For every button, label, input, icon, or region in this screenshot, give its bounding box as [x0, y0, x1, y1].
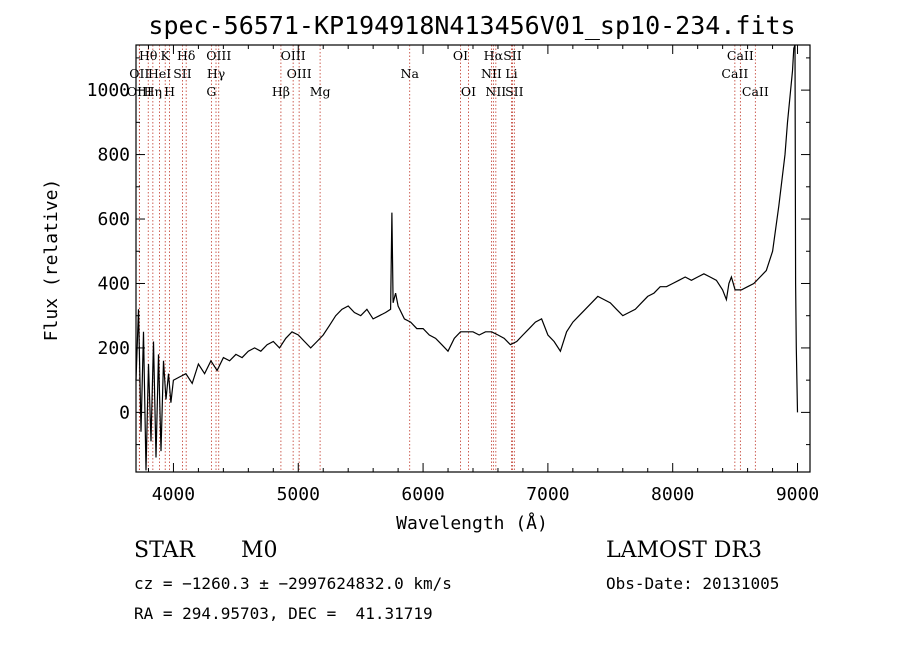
plot-frame — [135, 44, 811, 473]
spectral-line-label: SII — [505, 84, 524, 99]
x-tick-label: 7000 — [526, 484, 569, 505]
spectral-line-markers — [138, 45, 756, 472]
coordinates-readout: RA = 294.95703, DEC = 41.31719 — [134, 604, 433, 623]
spectral-line-label: Hβ — [272, 84, 290, 99]
object-subclass: M0 — [241, 538, 278, 563]
spectral-line-label: CaII — [742, 84, 769, 99]
spectral-line-label: G — [206, 84, 216, 99]
spectral-line-label: OI — [461, 84, 476, 99]
y-tick-label: 200 — [97, 338, 130, 359]
spectral-line-label: Na — [401, 66, 420, 81]
survey-name: LAMOST DR3 — [606, 538, 762, 563]
y-axis-label: Flux (relative) — [41, 179, 62, 342]
spectral-line-label: Hη — [144, 84, 162, 99]
spectral-line-label: Hθ — [139, 48, 157, 63]
y-axis-ticks: 0 200 400 600 800 1000 — [87, 57, 810, 446]
y-tick-label: 1000 — [87, 80, 130, 101]
x-tick-label: 8000 — [651, 484, 694, 505]
x-tick-label: 6000 — [401, 484, 444, 505]
chart-title: spec-56571-KP194918N413456V01_sp10-234.f… — [148, 11, 795, 40]
spectral-line-label: SII — [503, 48, 522, 63]
y-tick-label: 600 — [97, 209, 130, 230]
x-tick-label: 4000 — [152, 484, 195, 505]
y-tick-label: 800 — [97, 145, 130, 166]
spectral-line-label: NII — [481, 66, 502, 81]
spectral-line-label: Hα — [484, 48, 504, 63]
spectral-line-label: OIII — [281, 48, 306, 63]
y-tick-label: 400 — [97, 273, 130, 294]
object-class: STAR — [134, 538, 195, 563]
spectral-line-label: OIII — [206, 48, 231, 63]
spectral-line-label: H — [164, 84, 175, 99]
spectral-line-label: NII — [485, 84, 506, 99]
y-tick-label: 0 — [119, 402, 130, 423]
x-axis-ticks: 4000 5000 6000 7000 8000 9000 — [147, 45, 819, 505]
spectral-line-label: OIII — [127, 84, 152, 99]
spectral-line-label: CaII — [721, 66, 748, 81]
spectral-line-label: SII — [173, 66, 192, 81]
observation-date: Obs-Date: 20131005 — [606, 574, 780, 593]
redshift-readout: cz = −1260.3 ± −2997624832.0 km/s — [134, 574, 452, 593]
spectral-line-label: Mg — [310, 84, 331, 99]
spectral-line-label: Li — [505, 66, 517, 81]
spectral-line-label: OII — [129, 66, 149, 81]
spectral-line-label: Hδ — [177, 48, 195, 63]
x-tick-label: 5000 — [277, 484, 320, 505]
spectral-line-label: CaII — [727, 48, 754, 63]
x-tick-label: 9000 — [776, 484, 819, 505]
spectral-line-label: OI — [453, 48, 468, 63]
spectrum-series-line — [135, 44, 799, 471]
spectral-line-label: Hγ — [207, 66, 225, 81]
spectral-line-labels: Hθ OII OIII K HeI Hη SII H Hδ OIII Hγ G OIII OIII Hβ Mg… — [127, 48, 769, 99]
spectral-line-label: K — [161, 48, 171, 63]
x-axis-label: Wavelength (Å) — [396, 512, 548, 534]
spectral-line-label: OIII — [287, 66, 312, 81]
spectral-line-label: HeI — [148, 66, 171, 81]
